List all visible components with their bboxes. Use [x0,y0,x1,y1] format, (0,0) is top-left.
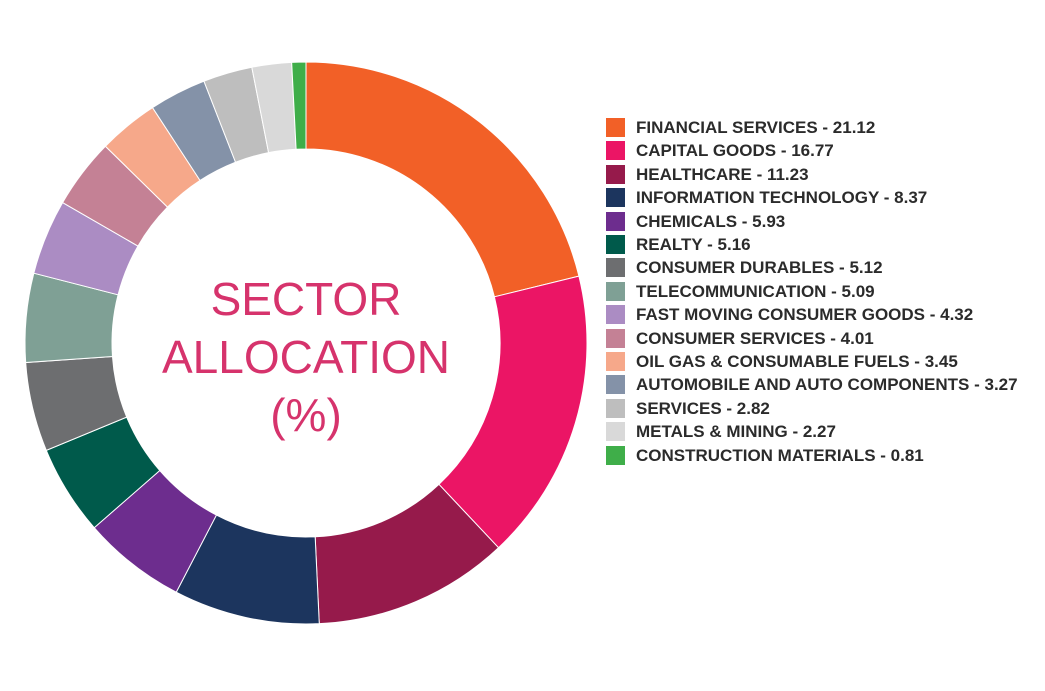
legend-label: FAST MOVING CONSUMER GOODS - 4.32 [636,305,974,325]
chart-title-line-3: (%) [270,389,342,441]
legend-label: HEALTHCARE - 11.23 [636,164,809,184]
chart-title-line-2: ALLOCATION [162,331,450,383]
donut-slice-2 [438,275,588,549]
legend-label: REALTY - 5.16 [636,235,751,255]
legend-label: OIL GAS & CONSUMABLE FUELS - 3.45 [636,352,958,372]
legend-label: SERVICES - 2.82 [636,398,770,418]
legend-label: AUTOMOBILE AND AUTO COMPONENTS - 3.27 [636,375,1018,395]
legend: FINANCIAL SERVICES - 21.12 CAPITAL GOODS … [606,116,1036,467]
legend-label: CONSTRUCTION MATERIALS - 0.81 [636,445,924,465]
legend-swatch [606,375,625,395]
chart-title-line-1: SECTOR [210,273,402,325]
legend-item-10: CONSUMER SERVICES - 4.01 [606,327,1036,350]
legend-swatch [606,328,625,348]
chart-title: SECTOR ALLOCATION (%) [156,270,456,444]
legend-label: INFORMATION TECHNOLOGY - 8.37 [636,188,928,208]
legend-item-11: OIL GAS & CONSUMABLE FUELS - 3.45 [606,350,1036,373]
legend-swatch [606,141,625,161]
legend-swatch [606,188,625,208]
legend-label: METALS & MINING - 2.27 [636,422,836,442]
legend-label: CONSUMER DURABLES - 5.12 [636,258,883,278]
legend-item-12: AUTOMOBILE AND AUTO COMPONENTS - 3.27 [606,373,1036,396]
legend-item-4: INFORMATION TECHNOLOGY - 8.37 [606,186,1036,209]
legend-swatch [606,235,625,255]
legend-item-3: HEALTHCARE - 11.23 [606,163,1036,186]
legend-item-6: REALTY - 5.16 [606,233,1036,256]
donut-chart [24,61,588,625]
legend-item-2: CAPITAL GOODS - 16.77 [606,139,1036,162]
legend-label: CHEMICALS - 5.93 [636,211,786,231]
legend-item-7: CONSUMER DURABLES - 5.12 [606,256,1036,279]
legend-swatch [606,281,625,301]
legend-swatch [606,258,625,278]
legend-item-14: METALS & MINING - 2.27 [606,420,1036,443]
legend-swatch [606,211,625,231]
legend-label: CONSUMER SERVICES - 4.01 [636,328,874,348]
legend-swatch [606,305,625,325]
legend-label: TELECOMMUNICATION - 5.09 [636,281,875,301]
legend-item-8: TELECOMMUNICATION - 5.09 [606,280,1036,303]
donut-slice-1 [305,61,580,298]
legend-swatch [606,422,625,442]
legend-label: CAPITAL GOODS - 16.77 [636,141,834,161]
legend-item-5: CHEMICALS - 5.93 [606,210,1036,233]
legend-item-13: SERVICES - 2.82 [606,397,1036,420]
legend-item-15: CONSTRUCTION MATERIALS - 0.81 [606,444,1036,467]
legend-swatch [606,445,625,465]
legend-swatch [606,118,625,137]
legend-swatch [606,398,625,418]
donut-slice-15 [291,61,307,150]
legend-swatch [606,164,625,184]
legend-swatch [606,352,625,372]
legend-item-1: FINANCIAL SERVICES - 21.12 [606,116,1036,139]
legend-item-9: FAST MOVING CONSUMER GOODS - 4.32 [606,303,1036,326]
legend-label: FINANCIAL SERVICES - 21.12 [636,118,876,137]
